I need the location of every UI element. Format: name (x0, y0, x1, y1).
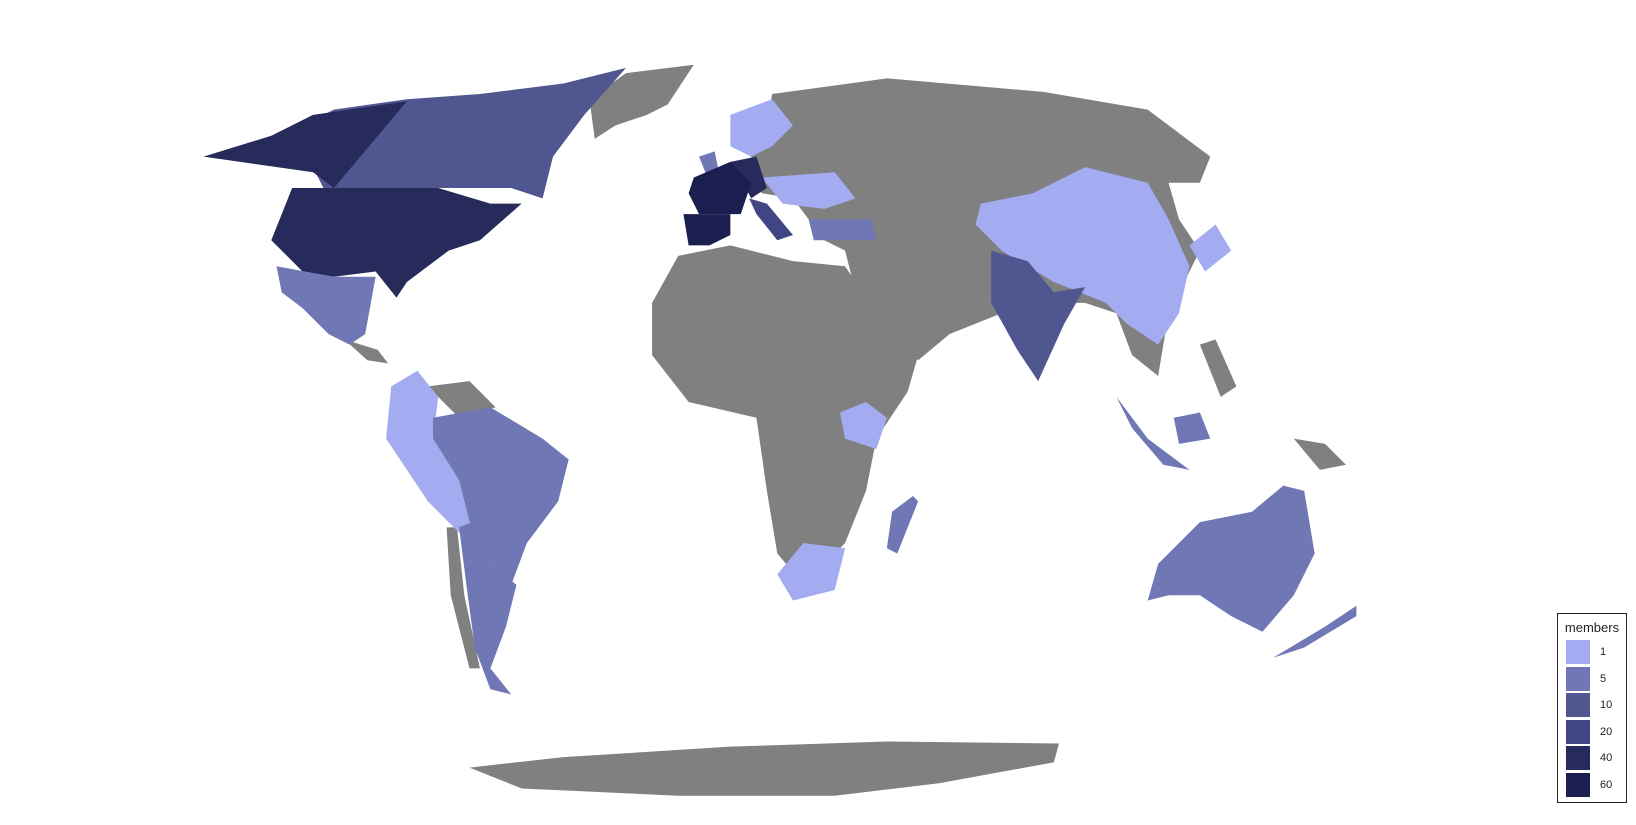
legend-swatch (1566, 693, 1590, 718)
legend-item: 60 (1558, 772, 1626, 799)
legend-label: 20 (1600, 725, 1613, 738)
legend-item: 40 (1558, 745, 1626, 772)
central-america (344, 339, 389, 364)
united-states (271, 187, 522, 298)
china (975, 167, 1190, 345)
malaysia (1173, 412, 1211, 444)
antarctica (469, 741, 1060, 796)
india (991, 250, 1086, 382)
france (688, 161, 752, 215)
legend-label: 1 (1600, 646, 1607, 659)
legend-item: 20 (1558, 719, 1626, 746)
legend-label: 5 (1600, 672, 1607, 685)
brazil (432, 407, 569, 585)
turkey (808, 219, 877, 241)
philippines (1199, 339, 1237, 397)
legend-swatch (1566, 746, 1590, 771)
spain (683, 214, 731, 246)
legend-item: 5 (1558, 666, 1626, 693)
mexico (276, 266, 376, 345)
venezuela (427, 381, 496, 418)
japan (1189, 224, 1232, 272)
legend-swatch (1566, 772, 1590, 797)
legend-item: 10 (1558, 692, 1626, 719)
germany (730, 156, 767, 199)
legend-label: 60 (1600, 778, 1613, 791)
legend-swatch (1566, 666, 1590, 691)
madagascar (886, 496, 919, 554)
africa (652, 245, 919, 585)
legend-swatch (1566, 719, 1590, 744)
south-africa (777, 543, 846, 601)
legend-item: 1 (1558, 639, 1626, 666)
alaska (203, 101, 407, 188)
legend-label: 40 (1600, 752, 1613, 765)
greenland (589, 64, 694, 139)
legend: members 1 5 10 20 40 60 (1557, 613, 1627, 803)
papua (1293, 438, 1346, 470)
argentina (459, 522, 517, 695)
italy (749, 198, 793, 241)
kenya (839, 402, 887, 450)
scandinavia (730, 99, 793, 157)
canada (271, 67, 627, 199)
australia (1147, 485, 1315, 632)
legend-title: members (1564, 620, 1620, 635)
colombia-peru-bolivia (386, 370, 470, 533)
chile (446, 527, 480, 669)
eastern-europe (761, 172, 856, 209)
legend-label: 10 (1600, 699, 1613, 712)
legend-swatch (1566, 640, 1590, 665)
new-zealand (1272, 605, 1357, 658)
